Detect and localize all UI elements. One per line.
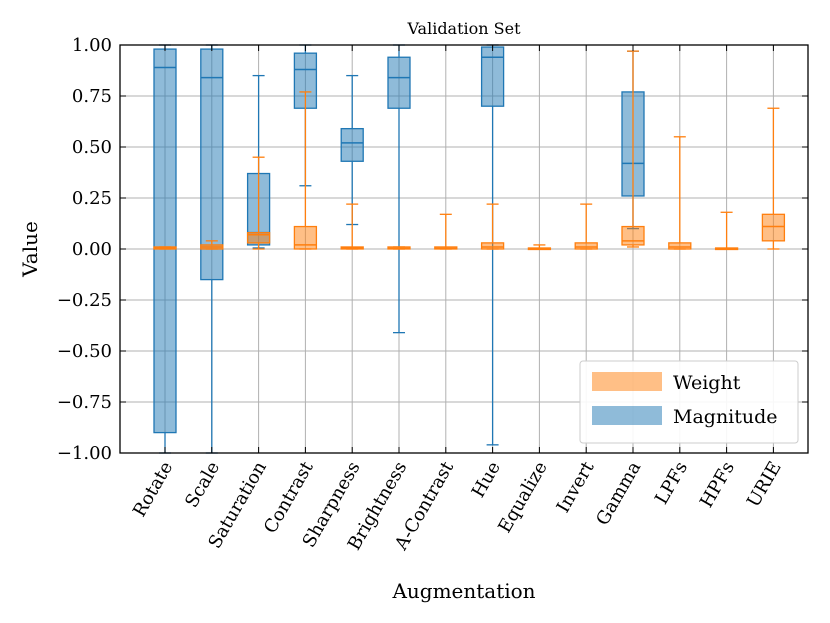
- legend-swatch-weight: [592, 372, 662, 391]
- box-magnitude: [340, 74, 364, 226]
- y-axis-title: Value: [18, 221, 42, 278]
- box-body: [293, 225, 318, 250]
- y-tick-label: 0.75: [72, 86, 112, 107]
- box-weight: [246, 156, 271, 250]
- box-body: [480, 242, 505, 250]
- legend-label-weight: Weight: [673, 372, 741, 394]
- box-weight: [387, 246, 411, 250]
- box-weight: [480, 203, 505, 250]
- y-tick-label: −0.25: [57, 290, 112, 311]
- y-tick-label: 0.50: [72, 137, 112, 158]
- x-tick-label: Gamma: [592, 458, 645, 529]
- box-weight: [668, 136, 692, 250]
- box-weight: [153, 246, 177, 250]
- box-body: [668, 242, 692, 250]
- box-body: [387, 56, 411, 109]
- y-tick-label: 1.00: [72, 35, 112, 56]
- x-tick-label: Invert: [553, 457, 599, 516]
- box-magnitude: [480, 44, 505, 446]
- box-body: [761, 213, 786, 242]
- y-tick-label: −0.50: [57, 341, 112, 362]
- legend: Weight Magnitude: [579, 360, 799, 444]
- x-tick-label: Hue: [468, 458, 505, 501]
- x-tick-label: LPFs: [651, 458, 692, 508]
- y-tick-label: −0.75: [57, 392, 112, 413]
- y-tick-label: −1.00: [57, 443, 112, 464]
- x-tick-label: HPFs: [696, 458, 739, 511]
- chart-title: Validation Set: [406, 19, 521, 38]
- box-magnitude: [200, 44, 224, 454]
- box-body: [574, 242, 598, 250]
- box-body: [480, 46, 505, 107]
- box-weight: [761, 107, 786, 250]
- y-tick-label: 0.00: [72, 239, 112, 260]
- x-axis-title: Augmentation: [391, 579, 535, 603]
- box-magnitude: [387, 44, 411, 334]
- box-layer: [153, 44, 786, 454]
- box-weight: [434, 213, 458, 250]
- box-weight: [293, 91, 318, 250]
- box-body: [340, 127, 364, 162]
- box-weight: [621, 50, 645, 248]
- legend-swatch-magnitude: [592, 406, 662, 425]
- box-body: [246, 232, 271, 244]
- x-tick-label: URIE: [743, 458, 786, 511]
- legend-label-magnitude: Magnitude: [673, 406, 778, 428]
- x-tick-label: Rotate: [129, 458, 177, 521]
- box-weight: [527, 244, 552, 251]
- y-tick-label: 0.25: [72, 188, 112, 209]
- box-weight: [574, 203, 598, 250]
- box-body: [153, 48, 177, 434]
- box-weight: [200, 240, 224, 250]
- box-body: [621, 225, 645, 246]
- box-weight: [340, 203, 364, 250]
- x-tick-label: Scale: [181, 458, 224, 511]
- box-weight: [714, 211, 739, 251]
